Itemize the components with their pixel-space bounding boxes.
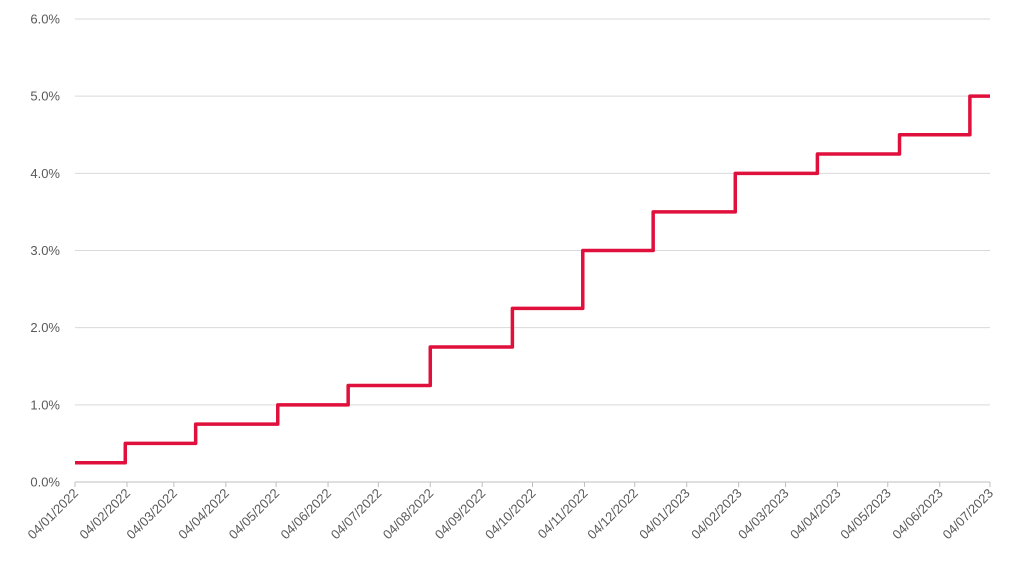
series-layer — [75, 94, 990, 465]
x-tick-label: 04/07/2023 — [939, 486, 996, 543]
x-axis-tick-labels: 04/01/202204/02/202204/03/202204/04/2022… — [24, 486, 996, 543]
x-tick-label: 04/04/2022 — [175, 486, 232, 543]
x-tick-label: 04/06/2023 — [889, 486, 946, 543]
y-tick-label: 4.0% — [30, 166, 60, 181]
y-tick-label: 5.0% — [30, 89, 60, 104]
x-tick-label: 04/03/2022 — [123, 486, 180, 543]
x-tick-label: 04/10/2022 — [482, 486, 539, 543]
x-tick-label: 04/07/2022 — [328, 486, 385, 543]
x-tick-label: 04/05/2022 — [226, 486, 283, 543]
x-tick-label: 04/09/2022 — [432, 486, 489, 543]
y-axis-tick-labels: 0.0% 1.0% 2.0% 3.0% 4.0% 5.0% 6.0% — [30, 12, 60, 490]
x-tick-label: 04/08/2022 — [380, 486, 437, 543]
x-tick-label: 04/03/2023 — [735, 486, 792, 543]
x-tick-label: 04/04/2023 — [787, 486, 844, 543]
y-tick-label: 6.0% — [30, 12, 60, 27]
series-line — [75, 94, 990, 465]
y-tick-label: 2.0% — [30, 320, 60, 335]
x-tick-label: 04/06/2022 — [278, 486, 335, 543]
x-tick-label: 04/11/2022 — [535, 486, 591, 542]
x-tick-label: 04/12/2022 — [584, 486, 641, 543]
x-tick-label: 04/05/2023 — [837, 486, 894, 543]
y-tick-label: 1.0% — [30, 397, 60, 412]
x-tick-label: 04/01/2022 — [24, 486, 81, 543]
y-tick-label: 3.0% — [30, 243, 60, 258]
x-axis — [74, 481, 991, 487]
y-tick-label: 0.0% — [30, 475, 60, 490]
x-tick-label: 04/01/2023 — [636, 486, 693, 543]
gridlines — [75, 18, 990, 406]
